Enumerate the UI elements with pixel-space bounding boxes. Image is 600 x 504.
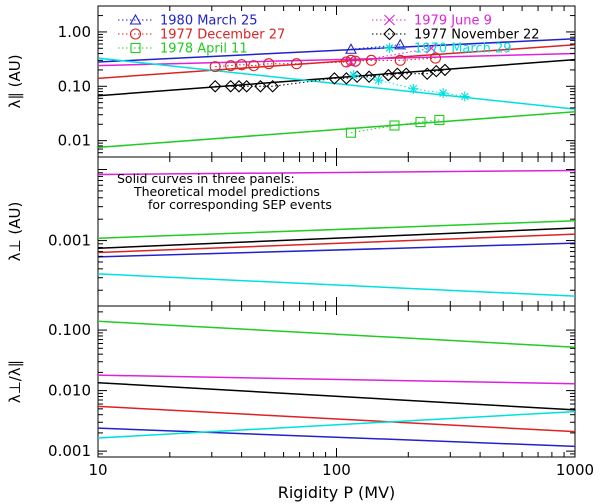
legend-1979-june-9-marker <box>384 14 395 26</box>
xtick-label: 1000 <box>556 461 594 479</box>
obs-dotted-1978-april-11 <box>350 119 440 134</box>
model-line-perpendicular-1977-november-22 <box>98 227 575 249</box>
obs-1977-december-27-marker <box>345 54 357 66</box>
obs-dotted-1977-december-27 <box>215 57 436 68</box>
legend-1977-december-27-marker <box>129 28 142 40</box>
model-line-perpendicular-1977-december-27 <box>98 233 575 254</box>
xlabel: Rigidity P (MV) <box>278 483 396 502</box>
axis-ticks: 0.01 0.10 1.00 0.001 0.001 0.010 0.100 10 100 100… <box>48 5 594 479</box>
model-line-ratio-1978-april-11 <box>98 320 575 349</box>
legend-entry-1979-june-9: 1979 June 9 <box>372 14 492 29</box>
legend-entry-1977-december-27: 1977 December 27 <box>118 28 285 43</box>
model-line-ratio-1977-december-27 <box>98 405 575 433</box>
obs-1977-november-22-marker <box>438 63 452 77</box>
ytick-label: 0.010 <box>48 382 91 400</box>
obs-1977-december-27-marker <box>209 61 221 73</box>
obs-1970-march-29-marker <box>348 70 359 81</box>
model-line-ratio-1979-june-9 <box>98 374 575 385</box>
obs-1977-november-22-marker <box>399 67 413 81</box>
obs-1978-april-11-marker <box>345 127 357 138</box>
ytick-label: 0.100 <box>48 321 91 339</box>
obs-1977-december-27-marker <box>365 54 377 66</box>
obs-1977-november-22-marker <box>208 80 222 93</box>
obs-1977-december-27-marker <box>394 54 406 66</box>
xtick-label: 100 <box>322 461 351 479</box>
model-line-parallel-1980-march-25 <box>98 37 575 63</box>
obs-1970-march-29-marker <box>408 83 419 94</box>
model-line-ratio-1977-november-22 <box>98 381 575 411</box>
model-line-ratio-1980-march-25 <box>98 427 575 448</box>
legend-label: 1978 April 11 <box>160 42 248 57</box>
legend-1978-april-11-marker <box>130 42 141 54</box>
model-line-perpendicular-1970-march-29 <box>98 273 575 297</box>
model-line-parallel-1977-december-27 <box>98 44 575 80</box>
legend-1970-march-29-marker <box>384 43 395 53</box>
model-line-parallel-1977-november-22 <box>98 58 575 97</box>
legend-1980-march-25-marker <box>129 13 142 25</box>
obs-1978-april-11-marker <box>434 114 445 126</box>
model-line-parallel-1970-march-29 <box>98 57 575 110</box>
obs-1977-november-22-marker <box>328 72 341 85</box>
obs-1979-june-9-marker <box>345 56 357 68</box>
obs-1978-april-11-marker <box>415 116 426 128</box>
model-line-parallel-1979-june-9 <box>98 52 575 67</box>
legend-1977-november-22-marker <box>383 27 396 41</box>
obs-1977-november-22-marker <box>232 80 246 93</box>
legend-label: 1979 June 9 <box>414 14 492 29</box>
legend-label: 1977 December 27 <box>160 28 285 43</box>
obs-1978-april-11-marker <box>389 120 400 131</box>
annotation-line: for corresponding SEP events <box>148 197 332 212</box>
ytick-label: 0.001 <box>48 232 91 250</box>
legend-entry-1978-april-11: 1978 April 11 <box>118 42 248 57</box>
annotation: Solid curves in three panels:Theoretical… <box>117 171 332 212</box>
obs-1977-december-27-marker <box>291 58 303 70</box>
ylabel-perpendicular: λ⊥ (AU) <box>6 202 24 262</box>
legend-label: 1977 November 22 <box>414 28 540 43</box>
legend-entry-1977-november-22: 1977 November 22 <box>372 28 540 43</box>
obs-1977-november-22-marker <box>391 67 404 81</box>
obs-1970-march-29-marker <box>438 88 449 99</box>
model-line-parallel-1978-april-11 <box>98 111 575 149</box>
obs-1977-november-22-marker <box>382 68 395 82</box>
ytick-label: 0.10 <box>58 77 91 95</box>
obs-1977-december-27-marker <box>236 59 248 71</box>
legend-label: 1970 March 29 <box>414 42 512 57</box>
ytick-label: 1.00 <box>58 23 91 41</box>
model-line-perpendicular-1978-april-11 <box>98 220 575 239</box>
obs-1977-november-22-marker <box>266 80 279 93</box>
ylabel-parallel: λ∥ (AU) <box>6 54 24 108</box>
axis-labels: λ∥ (AU) λ⊥ (AU) λ⊥/λ∥ Rigidity P (MV) <box>6 54 395 502</box>
annotation-line: Solid curves in three panels: <box>117 171 295 186</box>
annotation-line: Theoretical model predictions <box>133 184 320 199</box>
obs-1970-march-29-marker <box>459 91 470 102</box>
model-line-perpendicular-1980-march-25 <box>98 242 575 258</box>
obs-1980-march-25-marker <box>345 43 357 54</box>
obs-1977-november-22-marker <box>240 80 253 93</box>
ytick-label: 0.01 <box>58 132 91 150</box>
obs-1977-november-22-marker <box>254 80 267 93</box>
obs-1977-november-22-marker <box>362 70 376 83</box>
xtick-label: 10 <box>88 461 107 479</box>
obs-1980-march-25-marker <box>394 38 407 50</box>
obs-1977-december-27-marker <box>225 60 237 72</box>
ylabel-ratio: λ⊥/λ∥ <box>6 360 24 403</box>
obs-1979-june-9-marker <box>426 42 437 54</box>
model-line-ratio-1970-march-29 <box>98 410 575 439</box>
legend-entry-1980-march-25: 1980 March 25 <box>118 14 258 29</box>
legend-label: 1980 March 25 <box>160 14 258 29</box>
obs-1977-december-27-marker <box>263 58 275 70</box>
obs-1970-march-29-marker <box>373 75 384 86</box>
model-line-perpendicular-1979-june-9 <box>98 169 575 176</box>
obs-1977-november-22-marker <box>340 72 353 85</box>
obs-1977-december-27-marker <box>248 60 260 72</box>
model-curves <box>98 37 575 448</box>
obs-1977-november-22-marker <box>224 80 237 93</box>
legend-entry-1970-march-29: 1970 March 29 <box>372 42 512 57</box>
obs-dotted-1979-june-9 <box>350 47 432 63</box>
ytick-label: 0.001 <box>48 442 91 460</box>
